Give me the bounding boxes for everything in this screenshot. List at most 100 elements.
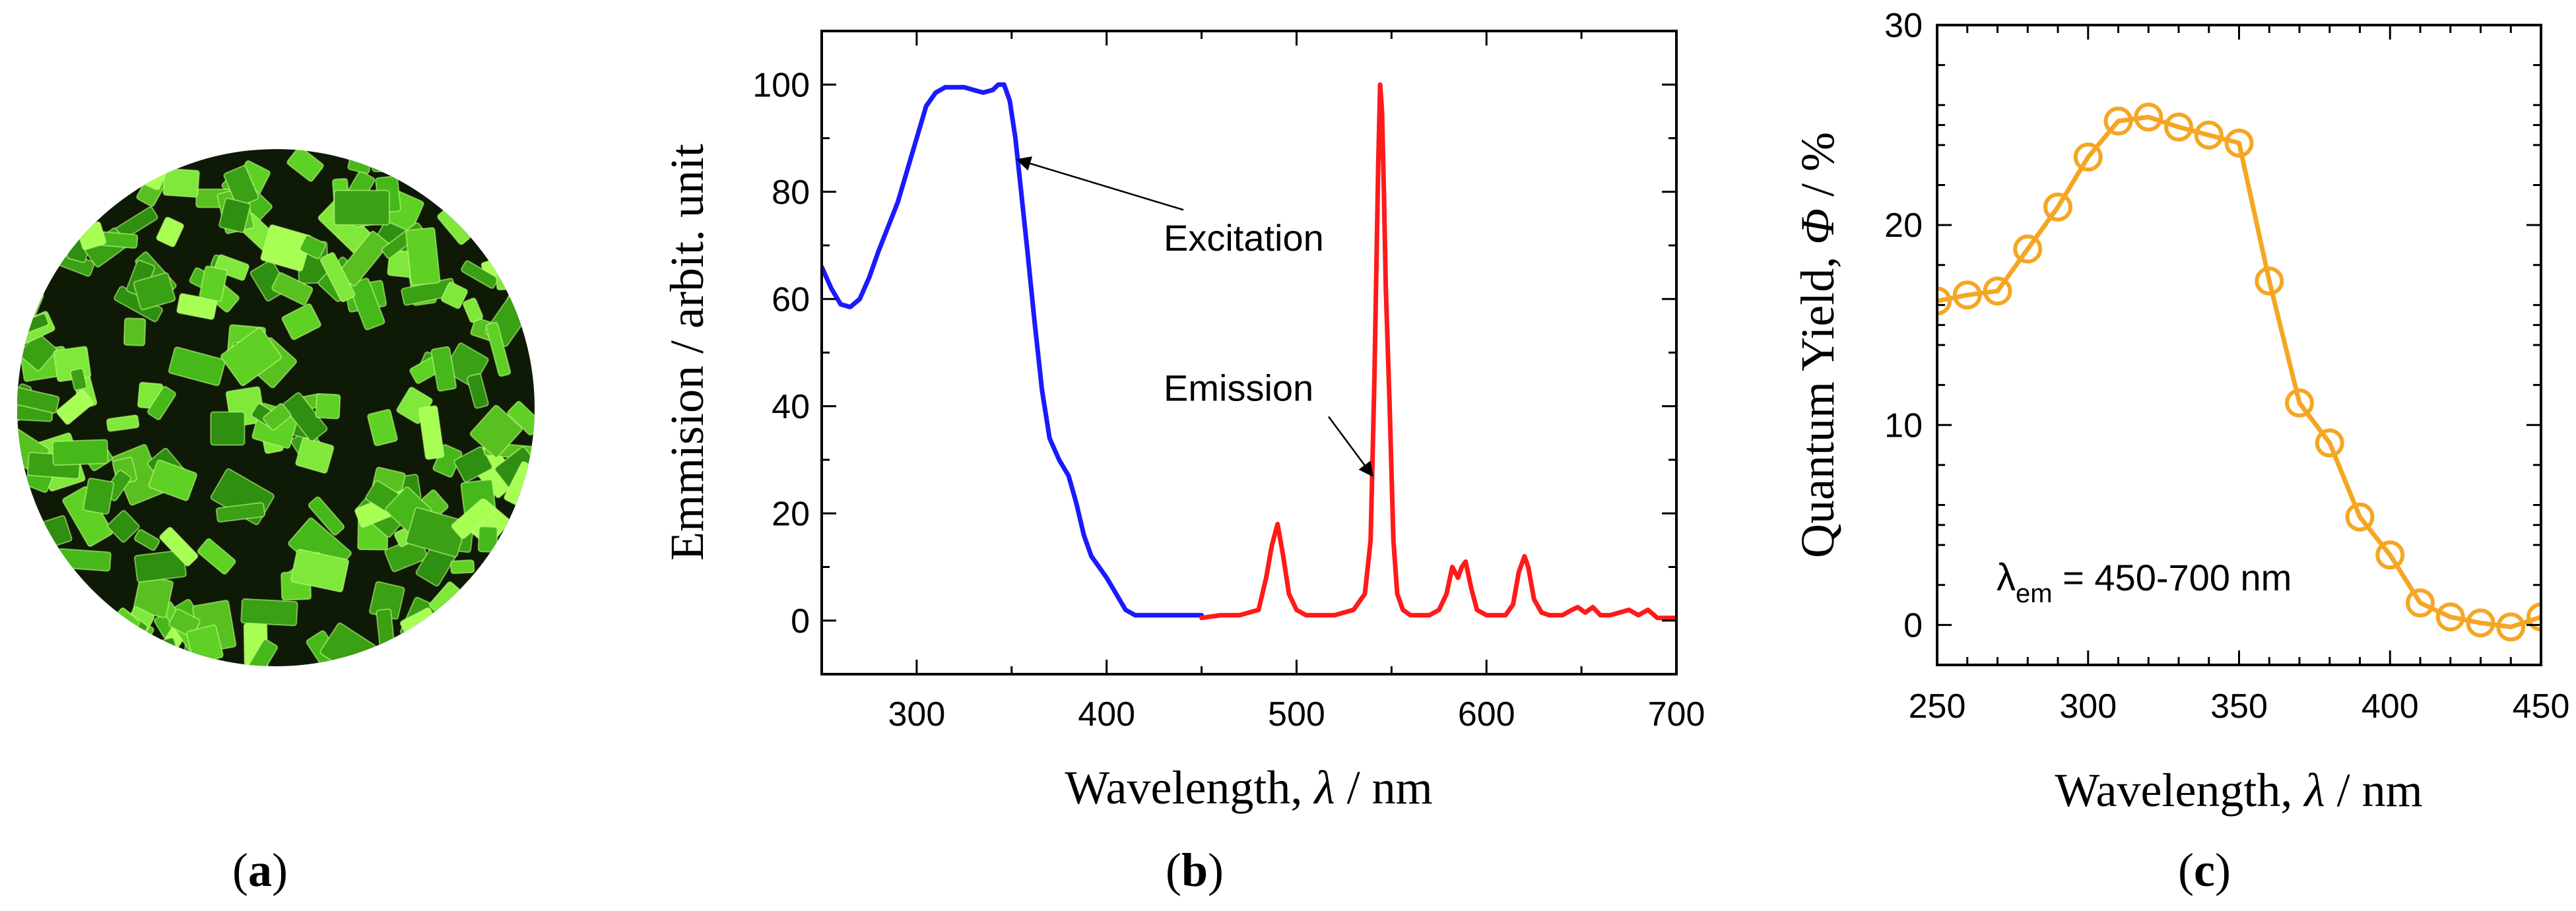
y-tick-label: 10 <box>1884 406 1923 445</box>
x-tick-label: 400 <box>2361 687 2419 726</box>
crystal-shape <box>41 612 81 645</box>
panel-c-y-axis-title: Quantum Yield, Φ / % <box>1791 132 1844 558</box>
x-tick-label: 300 <box>888 695 946 734</box>
data-point <box>2406 588 2435 618</box>
crystal-shape <box>281 303 321 340</box>
crystal-shape <box>286 149 324 182</box>
panel-b-chart: 300 400 500 600 700 0 20 40 60 80 100 Excitation Em… <box>661 30 1705 814</box>
x-tick-label: 250 <box>1909 687 1966 726</box>
crystal-shape <box>210 411 246 446</box>
crystal-shape <box>162 168 200 198</box>
crystal-shape <box>449 559 475 575</box>
crystal-shape <box>512 189 535 232</box>
y-tick-label: 40 <box>772 388 810 426</box>
data-point <box>2285 388 2314 418</box>
crystal-shape <box>290 548 350 593</box>
crystal-shape <box>407 151 447 177</box>
crystal-shape <box>51 439 109 466</box>
crystal-shape <box>271 272 314 306</box>
crystal-shape <box>148 459 197 501</box>
crystal-shape <box>440 187 465 213</box>
crystal-shape <box>440 149 476 189</box>
crystal-shape <box>98 158 115 183</box>
data-point <box>1952 280 1982 310</box>
x-tick-label: 450 <box>2513 687 2570 726</box>
crystal-shape <box>319 252 356 303</box>
crystal-shape <box>507 400 535 436</box>
crystal-shape <box>477 526 498 553</box>
crystal-shape <box>367 408 398 447</box>
crystal-shape <box>57 596 107 633</box>
panel-c-label: (c) <box>2178 844 2231 896</box>
crystal-shape <box>197 538 236 575</box>
crystal-shape <box>70 367 88 391</box>
data-point <box>2224 128 2254 158</box>
panel-a-label: (a) <box>232 844 288 896</box>
crystal-shape <box>432 635 475 666</box>
crystal-shape <box>418 405 445 460</box>
crystal-shape <box>462 298 484 323</box>
crystal-shape <box>495 269 535 291</box>
y-tick-label: 30 <box>1884 7 1923 45</box>
crystal-shape <box>156 216 184 247</box>
crystal-shape <box>240 598 298 627</box>
x-tick-label: 350 <box>2210 687 2268 726</box>
crystal-shape <box>106 414 140 432</box>
crystal-shape <box>17 243 55 280</box>
crystal-shape <box>347 149 378 174</box>
crystal-shape <box>488 220 521 239</box>
crystal-shape <box>28 192 80 240</box>
crystal-shape <box>38 581 82 627</box>
crystal-shape <box>510 149 535 170</box>
crystal-shape <box>333 189 390 226</box>
crystal-shape <box>17 265 41 291</box>
panel-c-annotation: λem = 450-700 nm <box>1997 556 2292 608</box>
x-tick-label: 600 <box>1458 695 1515 734</box>
data-point <box>1983 276 2012 306</box>
crystal-shape <box>46 212 77 240</box>
annotation-arrow <box>1327 416 1373 478</box>
data-point <box>1937 286 1952 316</box>
crystal-shape <box>282 392 328 442</box>
crystal-shape <box>372 149 394 172</box>
crystal-shape <box>84 639 121 666</box>
y-tick-label: 20 <box>772 495 810 533</box>
crystal-shape <box>218 197 251 234</box>
crystal-shape <box>480 149 498 173</box>
y-tick-label: 20 <box>1884 206 1923 245</box>
crystal-shape <box>504 149 535 185</box>
crystal-shape <box>17 149 45 181</box>
panel-b-x-axis-title: Wavelength, λ / nm <box>1065 761 1432 814</box>
y-tick-label: 60 <box>772 280 810 319</box>
excitation-series-line <box>822 82 1205 618</box>
crystal-shape <box>214 254 249 281</box>
crystal-shape <box>17 562 66 598</box>
annotation-arrow <box>1016 156 1184 211</box>
data-point <box>2164 112 2193 142</box>
crystal-shape <box>220 327 282 387</box>
data-point <box>2375 540 2405 570</box>
x-tick-label: 700 <box>1648 695 1705 734</box>
data-point <box>2345 502 2375 532</box>
crystal-shape <box>168 346 226 387</box>
crystal-shape <box>133 272 176 311</box>
y-tick-label: 100 <box>752 66 810 104</box>
crystal-shape <box>17 517 47 565</box>
quantum-yield-series-line <box>1937 114 2541 629</box>
x-tick-label: 500 <box>1268 695 1325 734</box>
crystal-shape <box>485 321 512 377</box>
y-tick-label: 0 <box>1903 606 1923 644</box>
data-point <box>2134 102 2163 132</box>
crystal-shape <box>295 437 335 474</box>
panel-a-photo <box>17 149 535 666</box>
crystal-shape <box>405 507 467 557</box>
y-tick-label: 0 <box>791 602 810 641</box>
crystal-shape <box>470 621 533 666</box>
crystal-shape <box>507 610 535 656</box>
crystal-shape <box>57 548 112 572</box>
data-point <box>2435 602 2465 632</box>
crystal-shape <box>56 389 94 425</box>
data-point <box>2073 142 2103 172</box>
